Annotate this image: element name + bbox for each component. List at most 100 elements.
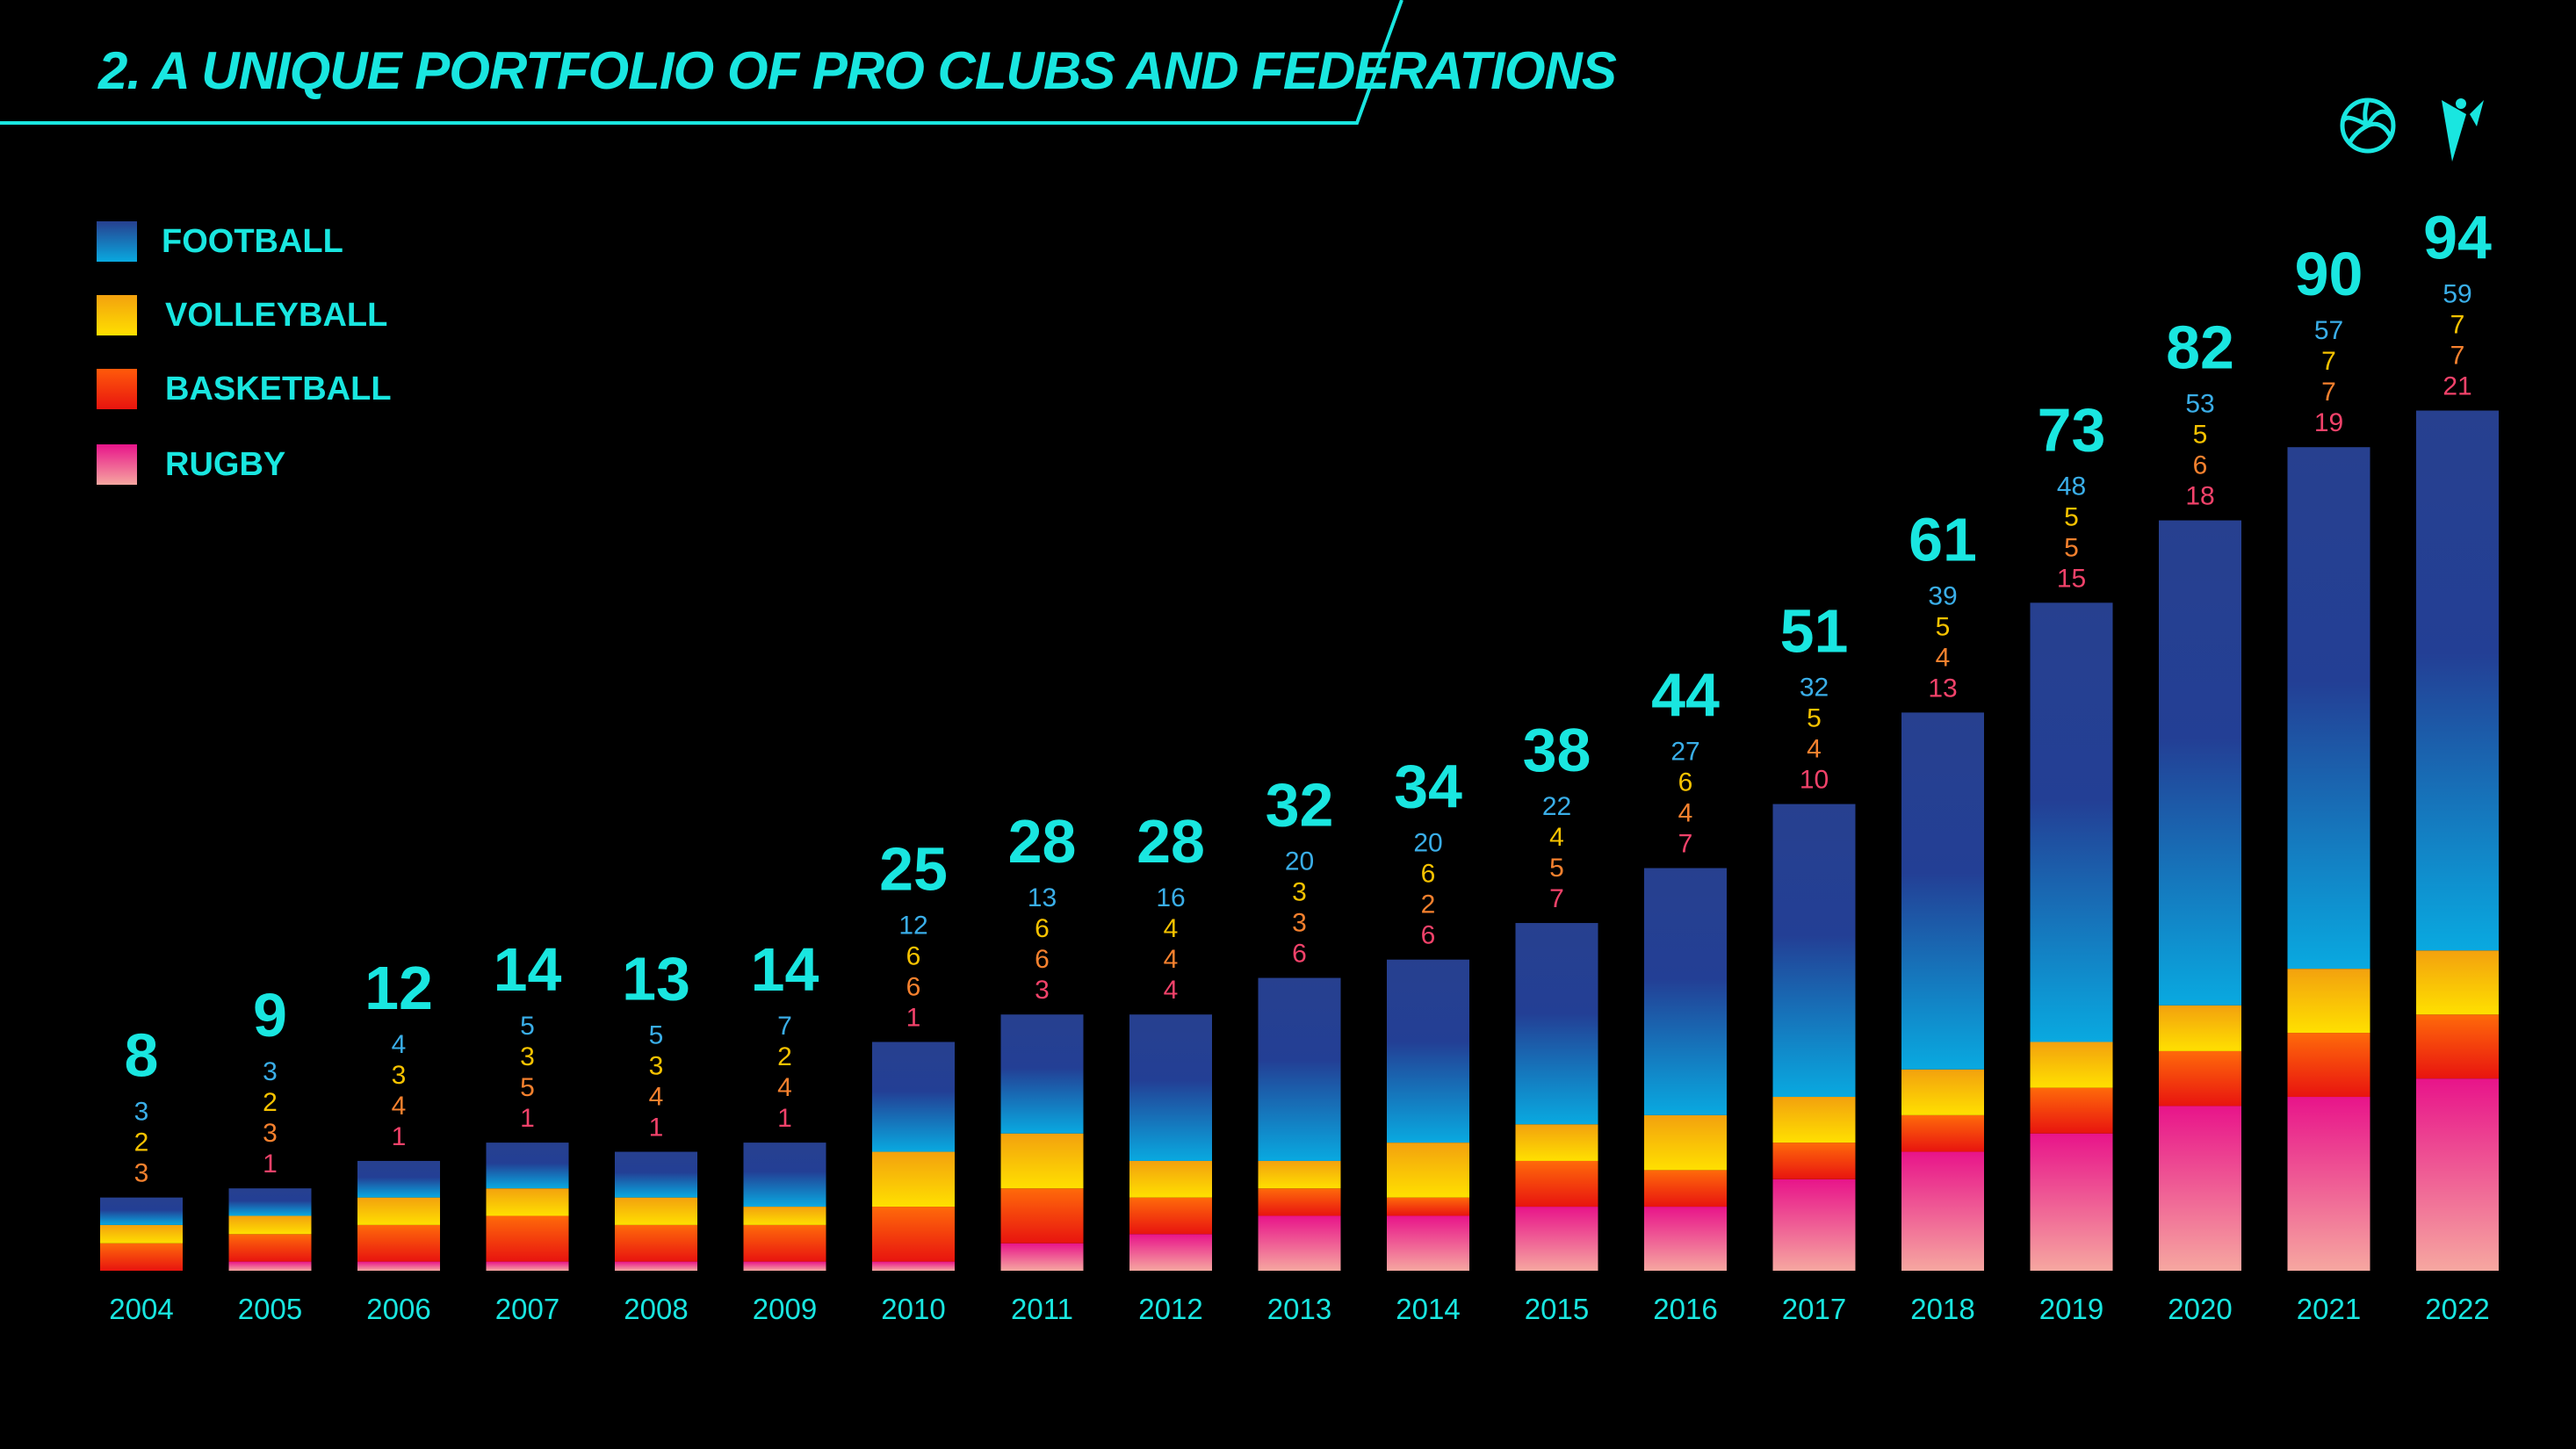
bar-rugby-2011	[1000, 1243, 1084, 1271]
bar-football-2005	[228, 1188, 312, 1216]
bar-rugby-2013	[1258, 1215, 1341, 1271]
legend-label-basketball: BASKETBALL	[165, 371, 392, 407]
page-title: 2. A UNIQUE PORTFOLIO OF PRO CLUBS AND F…	[98, 41, 1617, 100]
bar-volleyball-2016	[1644, 1114, 1727, 1171]
total-label: 44	[1651, 661, 1720, 730]
value-label-basketball: 7	[2450, 342, 2465, 371]
value-label-football: 4	[392, 1030, 407, 1059]
bar-football-2008	[615, 1151, 697, 1198]
bar-football-2020	[2159, 520, 2241, 1006]
value-label-basketball: 4	[777, 1073, 792, 1102]
bar-football-2004	[100, 1197, 183, 1225]
total-label: 28	[1136, 807, 1205, 876]
x-tick-label: 2016	[1653, 1293, 1717, 1325]
value-label-rugby: 1	[263, 1150, 278, 1179]
bar-volleyball-2005	[228, 1215, 312, 1235]
x-tick-label: 2020	[2168, 1293, 2232, 1325]
total-label: 32	[1266, 771, 1334, 840]
x-tick-label: 2005	[238, 1293, 302, 1325]
value-label-football: 20	[1285, 847, 1314, 876]
value-label-basketball: 4	[1936, 643, 1951, 672]
total-label: 14	[494, 935, 562, 1004]
value-label-rugby: 6	[1421, 921, 1436, 950]
bar-basketball-2017	[1772, 1143, 1856, 1179]
bar-basketball-2013	[1258, 1188, 1341, 1216]
bar-basketball-2019	[2030, 1087, 2113, 1134]
x-tick-label: 2009	[753, 1293, 817, 1325]
bar-football-2011	[1000, 1014, 1084, 1134]
bar-rugby-2005	[228, 1261, 312, 1271]
value-label-basketball: 4	[1807, 735, 1822, 764]
value-label-rugby: 7	[1678, 830, 1693, 859]
total-label: 28	[1008, 807, 1077, 876]
value-label-rugby: 13	[1928, 674, 1957, 703]
value-label-basketball: 5	[520, 1073, 535, 1102]
bar-volleyball-2019	[2030, 1042, 2113, 1088]
bar-rugby-2019	[2030, 1133, 2113, 1271]
total-label: 94	[2423, 204, 2492, 272]
value-label-basketball: 5	[2064, 533, 2079, 562]
bar-football-2016	[1644, 868, 1727, 1115]
total-label: 12	[364, 954, 433, 1022]
bar-basketball-2006	[357, 1224, 440, 1262]
value-label-volleyball: 6	[1035, 914, 1050, 943]
total-label: 9	[253, 981, 287, 1049]
legend-item-basketball: BASKETBALL	[97, 367, 465, 409]
value-label-rugby: 1	[649, 1114, 664, 1143]
value-label-basketball: 3	[134, 1159, 149, 1188]
value-label-volleyball: 2	[777, 1042, 792, 1071]
bar-volleyball-2006	[357, 1197, 440, 1225]
bar-basketball-2009	[743, 1224, 826, 1262]
volleyball-logo-icon	[2340, 97, 2396, 154]
value-label-basketball: 2	[1421, 890, 1436, 919]
bar-rugby-2014	[1387, 1215, 1469, 1271]
value-label-volleyball: 3	[392, 1061, 407, 1090]
brand-logos	[2340, 97, 2484, 162]
value-label-volleyball: 6	[1421, 860, 1436, 889]
x-tick-label: 2015	[1525, 1293, 1589, 1325]
value-label-volleyball: 3	[1292, 878, 1307, 907]
bar-volleyball-2011	[1000, 1133, 1084, 1189]
value-label-volleyball: 5	[2064, 502, 2079, 531]
x-tick-label: 2014	[1396, 1293, 1460, 1325]
value-label-basketball: 4	[1164, 945, 1179, 974]
value-label-basketball: 4	[649, 1083, 664, 1112]
bar-football-2012	[1129, 1014, 1212, 1161]
value-label-football: 12	[898, 912, 927, 941]
value-label-rugby: 3	[1035, 976, 1050, 1005]
value-label-football: 59	[2443, 280, 2471, 309]
x-tick-label: 2013	[1267, 1293, 1331, 1325]
total-label: 73	[2038, 395, 2106, 464]
bar-football-2022	[2416, 410, 2499, 951]
total-label: 13	[622, 945, 690, 1013]
bar-basketball-2015	[1515, 1160, 1598, 1208]
bar-basketball-2018	[1901, 1114, 1984, 1152]
total-label: 61	[1909, 505, 1977, 573]
bar-volleyball-2021	[2287, 969, 2370, 1034]
bar-rugby-2018	[1901, 1151, 1984, 1271]
bar-volleyball-2010	[872, 1151, 955, 1208]
total-label: 90	[2295, 240, 2363, 308]
bar-basketball-2007	[486, 1215, 569, 1262]
bar-volleyball-2015	[1515, 1124, 1598, 1161]
value-label-volleyball: 7	[2450, 311, 2465, 340]
value-label-volleyball: 5	[1807, 704, 1822, 733]
value-label-basketball: 6	[2193, 451, 2208, 480]
value-label-football: 7	[777, 1012, 792, 1041]
bar-rugby-2022	[2416, 1078, 2499, 1271]
brand-logo-icon	[2442, 98, 2484, 162]
value-label-rugby: 1	[777, 1104, 792, 1133]
x-tick-label: 2008	[624, 1293, 688, 1325]
legend-item-rugby: RUGBY	[97, 443, 465, 485]
x-tick-label: 2011	[1011, 1293, 1073, 1325]
bar-basketball-2022	[2416, 1014, 2499, 1079]
value-label-basketball: 5	[1549, 854, 1564, 883]
value-label-rugby: 10	[1800, 766, 1829, 795]
bar-rugby-2010	[872, 1261, 955, 1271]
value-label-football: 32	[1800, 674, 1829, 703]
value-label-basketball: 3	[263, 1119, 278, 1148]
value-label-rugby: 18	[2185, 482, 2214, 511]
value-label-football: 3	[134, 1098, 149, 1127]
value-label-rugby: 4	[1164, 976, 1179, 1005]
bars-layer	[100, 410, 2499, 1271]
